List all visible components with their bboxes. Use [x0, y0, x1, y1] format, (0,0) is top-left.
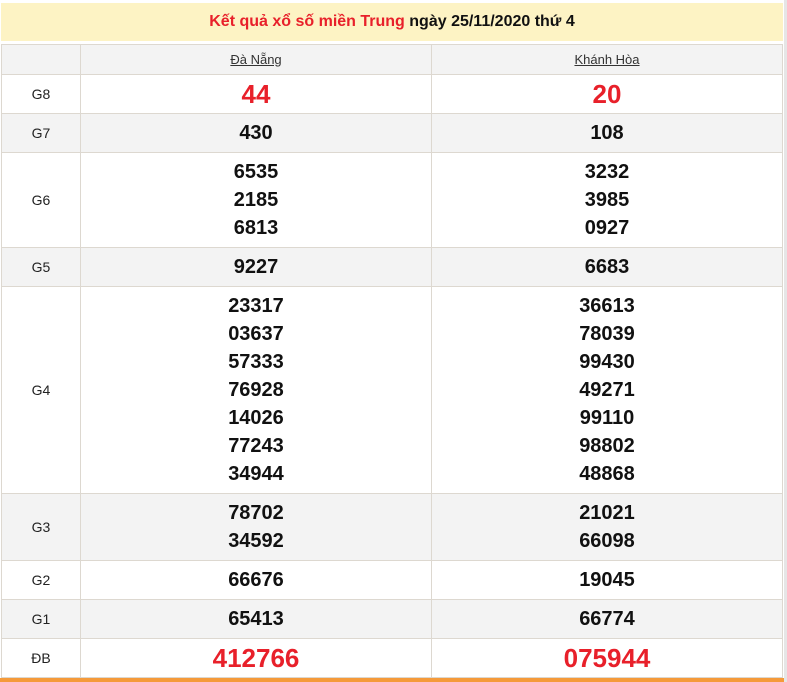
table-header-row: Đà Nẵng Khánh Hòa — [1, 44, 783, 75]
prize-row-g4: G4 23317 03637 57333 76928 14026 77243 34944 366… — [1, 286, 783, 494]
prize-number: 6813 — [233, 217, 279, 239]
prize-number: 78039 — [579, 323, 635, 345]
prize-number: 075944 — [563, 643, 651, 673]
prize-number: 3985 — [584, 189, 630, 211]
prize-number: 3232 — [584, 161, 630, 183]
prize-label: G7 — [1, 113, 81, 153]
bottom-border — [0, 678, 785, 682]
prize-number: 66774 — [579, 608, 635, 630]
province-link-da-nang[interactable]: Đà Nẵng — [230, 51, 282, 67]
scrollbar[interactable] — [784, 0, 787, 682]
prize-cell: 66676 — [80, 560, 432, 600]
prize-row-g8: G8 44 20 — [1, 74, 783, 114]
prize-cell: 075944 — [431, 638, 783, 678]
prize-number: 44 — [241, 79, 271, 109]
prize-number: 99110 — [579, 407, 635, 429]
province-link-khanh-hoa[interactable]: Khánh Hòa — [574, 51, 640, 67]
prize-cell: 78702 34592 — [80, 493, 432, 561]
prize-row-đb: ĐB 412766 075944 — [1, 638, 783, 678]
prize-cell: 3232 3985 0927 — [431, 152, 783, 248]
prize-label: G6 — [1, 152, 81, 248]
prize-row-g6: G6 6535 2185 6813 3232 3985 0927 — [1, 152, 783, 248]
prize-cell: 36613 78039 99430 49271 99110 98802 48868 — [431, 286, 783, 494]
prize-label: G2 — [1, 560, 81, 600]
prize-label: G5 — [1, 247, 81, 287]
prize-cell: 23317 03637 57333 76928 14026 77243 34944 — [80, 286, 432, 494]
prize-cell: 19045 — [431, 560, 783, 600]
prize-cell: 20 — [431, 74, 783, 114]
prize-label: G3 — [1, 493, 81, 561]
prize-number: 78702 — [228, 502, 284, 524]
prize-number: 49271 — [579, 379, 635, 401]
title-date: ngày 25/11/2020 thứ 4 — [404, 13, 575, 30]
results-table: Đà Nẵng Khánh Hòa G8 44 20 G7 430 108 G6 6535 21… — [1, 44, 783, 678]
prize-row-g2: G2 66676 19045 — [1, 560, 783, 600]
prize-number: 0927 — [584, 217, 630, 239]
province-header: Đà Nẵng — [80, 44, 432, 75]
prize-cell: 6683 — [431, 247, 783, 287]
title-region: Kết quả xổ số miền Trung — [209, 13, 405, 30]
prize-cell: 65413 — [80, 599, 432, 639]
province-header: Khánh Hòa — [431, 44, 783, 75]
prize-number: 9227 — [233, 256, 279, 278]
prize-row-g3: G3 78702 34592 21021 66098 — [1, 493, 783, 561]
prize-number: 34592 — [228, 530, 284, 552]
prize-number: 65413 — [228, 608, 284, 630]
prize-number: 14026 — [228, 407, 284, 429]
results-title: Kết quả xổ số miền Trung ngày 25/11/2020… — [1, 3, 783, 41]
prize-cell: 6535 2185 6813 — [80, 152, 432, 248]
prize-cell: 21021 66098 — [431, 493, 783, 561]
prize-number: 77243 — [228, 435, 284, 457]
prize-number: 48868 — [579, 463, 635, 485]
prize-cell: 108 — [431, 113, 783, 153]
header-empty-cell — [1, 44, 81, 75]
prize-label: G1 — [1, 599, 81, 639]
prize-row-g7: G7 430 108 — [1, 113, 783, 153]
prize-number: 6683 — [584, 256, 630, 278]
prize-number: 66676 — [228, 569, 284, 591]
prize-number: 34944 — [228, 463, 284, 485]
prize-cell: 44 — [80, 74, 432, 114]
prize-cell: 430 — [80, 113, 432, 153]
prize-label: G4 — [1, 286, 81, 494]
prize-number: 99430 — [579, 351, 635, 373]
prize-number: 03637 — [228, 323, 284, 345]
prize-cell: 9227 — [80, 247, 432, 287]
prize-number: 108 — [590, 122, 624, 144]
prize-number: 98802 — [579, 435, 635, 457]
prize-number: 19045 — [579, 569, 635, 591]
prize-number: 430 — [239, 122, 273, 144]
prize-number: 76928 — [228, 379, 284, 401]
prize-number: 20 — [592, 79, 622, 109]
prize-number: 23317 — [228, 295, 284, 317]
prize-number: 57333 — [228, 351, 284, 373]
prize-row-g1: G1 65413 66774 — [1, 599, 783, 639]
prize-number: 66098 — [579, 530, 635, 552]
prize-number: 6535 — [233, 161, 279, 183]
prize-label: G8 — [1, 74, 81, 114]
prize-number: 2185 — [233, 189, 279, 211]
prize-label: ĐB — [1, 638, 81, 678]
prize-number: 36613 — [579, 295, 635, 317]
prize-number: 412766 — [212, 643, 300, 673]
prize-number: 21021 — [579, 502, 635, 524]
prize-cell: 412766 — [80, 638, 432, 678]
prize-cell: 66774 — [431, 599, 783, 639]
prize-row-g5: G5 9227 6683 — [1, 247, 783, 287]
